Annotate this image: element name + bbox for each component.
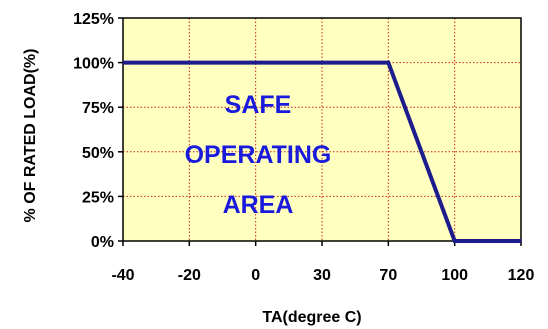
y-tick-label: 100%: [73, 56, 114, 73]
y-tick-label: 50%: [82, 145, 114, 162]
annotation-line: SAFE: [225, 91, 292, 119]
y-axis-ticks: 0% 25% 50% 75% 100% 125%: [73, 11, 123, 251]
x-tick-label: -20: [178, 267, 201, 284]
x-axis-ticks: -40 -20 0 30 70 100 120: [111, 241, 534, 284]
safe-operating-area-label: SAFE OPERATING AREA: [185, 91, 332, 219]
y-tick-label: 125%: [73, 11, 114, 28]
x-tick-label: 70: [379, 267, 397, 284]
annotation-line: AREA: [223, 191, 294, 219]
series-line: [123, 60, 521, 243]
y-tick-label: 25%: [82, 189, 114, 206]
x-axis-label: TA(degree C): [262, 309, 361, 326]
x-tick-label: 120: [508, 267, 535, 284]
series-group: [123, 60, 521, 243]
x-tick-label: -40: [111, 267, 134, 284]
x-tick-label: 30: [313, 267, 331, 284]
x-tick-label: 100: [441, 267, 468, 284]
y-axis-label: % OF RATED LOAD(%): [22, 49, 39, 223]
y-tick-label: 0%: [91, 234, 114, 251]
x-tick-label: 0: [251, 267, 260, 284]
y-tick-label: 75%: [82, 100, 114, 117]
annotation-line: OPERATING: [185, 141, 332, 169]
